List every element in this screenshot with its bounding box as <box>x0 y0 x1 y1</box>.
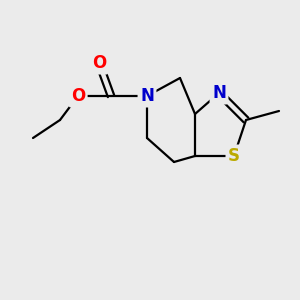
Text: O: O <box>71 87 85 105</box>
Text: N: N <box>212 84 226 102</box>
Text: S: S <box>228 147 240 165</box>
Text: N: N <box>140 87 154 105</box>
Text: O: O <box>92 54 106 72</box>
